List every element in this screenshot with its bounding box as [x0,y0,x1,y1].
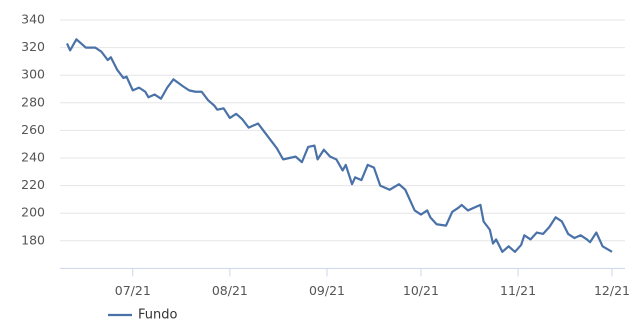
x-tick-label: 09/21 [309,283,345,298]
x-tick-label: 10/21 [403,283,439,298]
y-tick-label: 260 [21,122,45,137]
y-tick-label: 220 [21,177,45,192]
y-tick-label: 340 [21,12,45,27]
line-series [65,38,613,253]
x-tick-label: 08/21 [212,283,248,298]
x-tick-label: 11/21 [500,283,536,298]
y-tick-label: 320 [21,39,45,54]
y-tick-label: 180 [21,232,45,247]
y-tick-label: 280 [21,94,45,109]
x-tick-label: 12/21 [594,283,630,298]
y-tick-label: 200 [21,205,45,220]
x-tick-label: 07/21 [115,283,151,298]
legend-label: Fundo [138,308,177,323]
y-tick-label: 300 [21,67,45,82]
y-tick-label: 240 [21,150,45,165]
